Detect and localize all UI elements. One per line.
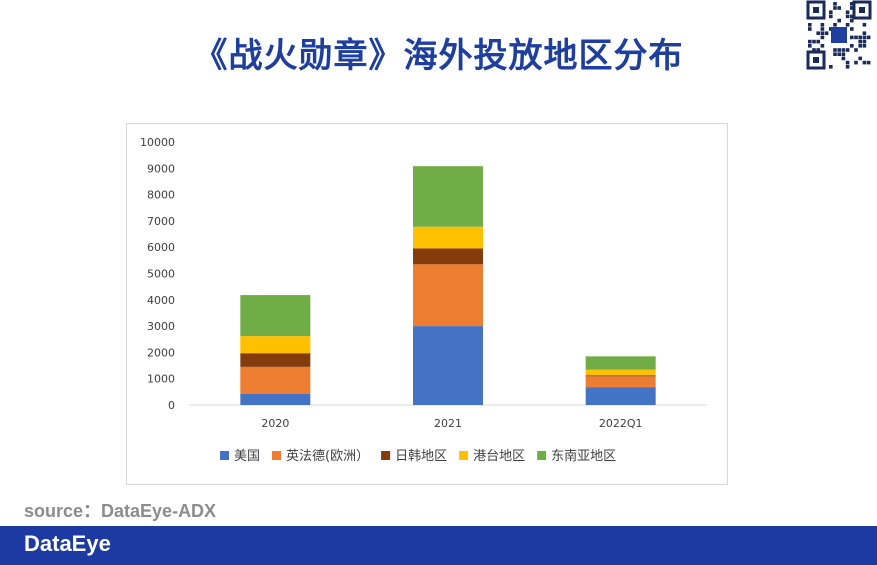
bar-segment	[240, 295, 311, 337]
y-tick-label: 1000	[147, 373, 175, 386]
stacked-bar-chart: 0 1000 2000 3000 4000 5000 6000 7000 8000 9000 100…	[140, 136, 707, 464]
legend-label: 东南亚地区	[551, 448, 616, 464]
bar-segment	[585, 387, 656, 405]
bar-segment	[240, 366, 311, 394]
footer-stripe	[0, 523, 877, 526]
legend-label: 日韩地区	[395, 449, 447, 464]
bar-segment	[240, 393, 311, 405]
legend-swatch	[381, 451, 391, 460]
y-tick-label: 5000	[147, 268, 175, 281]
legend-label: 美国	[234, 449, 260, 464]
y-tick-label: 9000	[147, 162, 175, 175]
bar-segment	[413, 166, 483, 227]
bar-segment	[585, 375, 656, 377]
bar-segment	[413, 226, 483, 249]
bar-segment	[413, 248, 483, 265]
legend-label: 港台地区	[473, 449, 525, 464]
bar-segment	[240, 353, 311, 367]
x-tick-label: 2020	[261, 417, 289, 430]
bar-segment	[240, 336, 311, 354]
bar-segment	[585, 376, 656, 388]
qr-code-icon	[806, 0, 872, 70]
x-tick-label: 2022Q1	[599, 417, 643, 430]
bar-segment	[413, 326, 483, 405]
legend-swatch	[459, 451, 469, 460]
legend-swatch	[220, 451, 229, 460]
footer-bar: DataEye	[0, 523, 877, 565]
bar-segment	[585, 369, 656, 376]
legend-swatch	[537, 451, 547, 460]
source-caption: source：DataEye-ADX	[24, 501, 217, 521]
page-title: 《战火勋章》海外投放地区分布	[193, 36, 684, 76]
bar-segment	[413, 264, 483, 327]
y-tick-label: 2000	[147, 346, 175, 359]
y-tick-label: 7000	[147, 215, 175, 228]
footer-logo: DataEye	[24, 531, 111, 556]
y-tick-label: 0	[168, 399, 175, 412]
x-tick-label: 2021	[434, 417, 462, 430]
y-tick-label: 8000	[147, 189, 175, 202]
y-tick-label: 6000	[147, 241, 175, 254]
legend-swatch	[272, 451, 282, 460]
y-tick-label: 10000	[140, 136, 175, 149]
legend-label: 英法德(欧洲）	[286, 449, 369, 464]
y-tick-label: 4000	[147, 294, 175, 307]
chart-panel: 0 1000 2000 3000 4000 5000 6000 7000 8000 9000 100…	[126, 123, 728, 485]
y-tick-label: 3000	[147, 320, 175, 333]
bar-segment	[585, 356, 656, 370]
